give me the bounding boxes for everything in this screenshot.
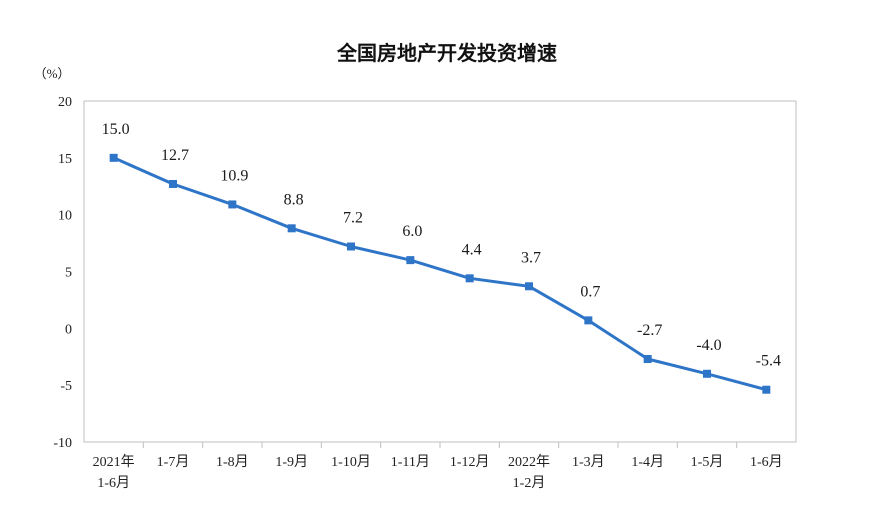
- x-tick-label: 1-9月: [275, 454, 308, 470]
- x-tick-label: 1-5月: [691, 454, 724, 470]
- x-axis: 2021年 1-6月 1-7月 1-8月 1-9月 1-10月 1-11月 1-12月 2022…: [93, 442, 783, 491]
- data-label: 10.9: [220, 167, 248, 184]
- data-label: -4.0: [696, 337, 721, 354]
- data-point: [109, 153, 118, 162]
- series-line: [112, 156, 768, 392]
- data-point: [643, 355, 652, 364]
- x-tick-label: 1-6月: [750, 454, 783, 470]
- plot-frame: [83, 100, 797, 443]
- series-area: [109, 153, 771, 394]
- y-tick-label: 15: [58, 152, 72, 167]
- x-tick-label: 1-7月: [157, 454, 190, 470]
- data-point: [525, 282, 533, 291]
- data-point: [584, 316, 593, 325]
- y-tick-label: 0: [65, 322, 72, 337]
- data-label: -2.7: [637, 322, 662, 339]
- data-label: 7.2: [343, 209, 363, 226]
- data-label: 3.7: [521, 249, 541, 266]
- x-tick-label: 1-4月: [631, 454, 664, 470]
- data-label: -5.4: [756, 353, 781, 370]
- chart-title: 全国房地产开发投资增速: [336, 41, 557, 65]
- data-point: [406, 256, 415, 265]
- data-label: 4.4: [462, 241, 482, 258]
- data-labels: 15.0 12.7 10.9 8.8 7.2 6.0 4.4 3.7 0.7 -2.7 -4.0 -5…: [102, 121, 781, 370]
- data-point: [703, 369, 711, 378]
- x-tick-label: 1-8月: [216, 454, 249, 470]
- data-point: [287, 224, 296, 233]
- data-label: 6.0: [402, 223, 422, 240]
- x-tick-label: 1-11月: [391, 454, 430, 470]
- data-label: 12.7: [161, 147, 189, 164]
- y-tick-label: -10: [53, 436, 72, 451]
- y-tick-label: -5: [60, 379, 72, 394]
- data-point: [762, 385, 771, 394]
- y-tick-label: 20: [58, 95, 72, 110]
- x-tick-label: 2022年 1-2月: [508, 454, 550, 491]
- x-tick-label: 1-12月: [450, 454, 490, 470]
- x-tick-label: 1-3月: [572, 454, 605, 470]
- plot-border: [83, 100, 797, 443]
- y-axis: 20 15 10 5 0 -5 -10: [53, 95, 72, 451]
- data-point: [228, 200, 237, 209]
- y-tick-label: 10: [58, 209, 72, 224]
- x-tick-label: 2021年 1-6月: [93, 454, 135, 491]
- data-point: [465, 274, 474, 283]
- data-label: 0.7: [580, 283, 600, 300]
- x-tick-label: 1-10月: [331, 454, 371, 470]
- data-label: 8.8: [284, 191, 304, 208]
- data-point: [347, 242, 355, 251]
- data-point: [169, 179, 177, 188]
- y-tick-label: 5: [65, 266, 72, 281]
- data-label: 15.0: [102, 121, 130, 138]
- y-axis-unit-label: （%）: [34, 66, 71, 81]
